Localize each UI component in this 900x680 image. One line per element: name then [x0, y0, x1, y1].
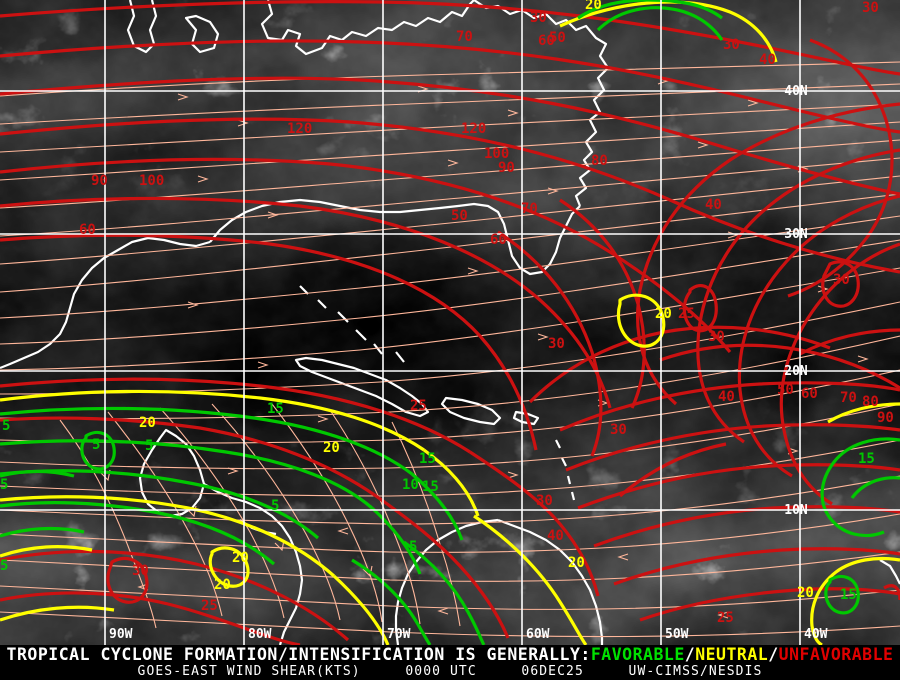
contour-label-15-56: 15 [858, 451, 875, 467]
contour-high-layer [0, 0, 900, 645]
product-source: UW-CIMSS/NESDIS [628, 664, 763, 679]
contour-label-90-4: 90 [91, 173, 108, 189]
legend-neutral: NEUTRAL [695, 645, 769, 664]
contour-label-100-2: 100 [484, 146, 509, 162]
legend-separator-1: / [684, 645, 696, 664]
contour-label-40-27: 40 [718, 389, 735, 405]
contour-label-90-32: 90 [877, 410, 894, 426]
contour-label-30-23: 30 [548, 336, 565, 352]
contour-label-60-8: 60 [79, 222, 96, 238]
streamline-layer [0, 61, 900, 638]
contour-label-70-16: 70 [456, 29, 473, 45]
latitude-label-20n: 20N [784, 364, 808, 379]
contour-label-15-35: 15 [267, 401, 284, 417]
contour-label-120-0: 120 [287, 121, 312, 137]
contour-label-20-44: 20 [214, 577, 231, 593]
analysis-overlay: 90W 80W 70W 60W 50W 40W 40N 30N 20N 10N 120 120 10… [0, 0, 900, 645]
contour-label-40-54: 40 [547, 528, 564, 544]
contour-label-30-46: 30 [132, 563, 149, 579]
contour-label-25-47: 25 [201, 598, 218, 614]
contour-label-50-28: 50 [777, 382, 794, 398]
contour-low-layer [0, 0, 900, 645]
product-title: GOES-EAST WIND SHEAR(KTS) [137, 664, 361, 679]
contour-label-20-24: 20 [655, 306, 672, 322]
longitude-label-80w: 80W [248, 627, 272, 642]
contour-label-70-30: 70 [840, 390, 857, 406]
coastline-layer [0, 0, 900, 645]
contour-label-30-55: 30 [536, 493, 553, 509]
contour-label-15-50: 15 [840, 587, 857, 603]
contour-label-20-12: 20 [139, 415, 156, 431]
spacer-1 [361, 664, 406, 679]
contour-label-20-34: 20 [323, 440, 340, 456]
contour-label-80-6: 80 [591, 153, 608, 169]
contour-label-5-51: 5 [0, 477, 8, 493]
longitude-label-50w: 50W [665, 627, 689, 642]
contour-neutral-layer [0, 0, 900, 645]
latitude-label-10n: 10N [784, 503, 808, 518]
contour-label-30-22: 30 [708, 329, 725, 345]
graticule-layer [0, 0, 900, 645]
contour-label-30-17: 30 [723, 37, 740, 53]
longitude-label-60w: 60W [526, 627, 550, 642]
contour-label-30-21: 30 [833, 272, 850, 288]
legend-unfavorable: UNFAVORABLE [778, 645, 894, 664]
longitude-labels: 90W 80W 70W 60W 50W 40W [109, 627, 828, 642]
contour-label-10-41: 10 [402, 477, 419, 493]
contour-label-30-26: 30 [610, 422, 627, 438]
legend-separator-2: / [768, 645, 779, 664]
longitude-label-90w: 90W [109, 627, 133, 642]
legend-favorable: FAVORABLE [590, 645, 685, 664]
contour-label-5-53: 5 [2, 418, 10, 434]
product-date: 06DEC25 [521, 664, 584, 679]
contour-label-40-20: 40 [705, 197, 722, 213]
latitude-labels: 40N 30N 20N 10N [784, 84, 808, 518]
contour-label-70-7: 70 [521, 201, 538, 217]
latitude-label-30n: 30N [784, 227, 808, 242]
contour-label-50-10: 50 [451, 208, 468, 224]
contour-label-120-1: 120 [461, 121, 486, 137]
product-time: 0000 UTC [405, 664, 477, 679]
contour-label-90-3: 90 [498, 160, 515, 176]
contour-label-50-14: 50 [549, 30, 566, 46]
contour-label-30-18: 30 [862, 0, 879, 16]
contour-label-15-42: 15 [422, 479, 439, 495]
product-metadata-line: GOES-EAST WIND SHEAR(KTS) 0000 UTC 06DEC… [0, 664, 900, 679]
contour-label-5-52: 5 [0, 558, 8, 574]
contour-label-5-37: 5 [145, 438, 153, 454]
contour-label-25-25: 25 [678, 306, 695, 322]
favorability-prefix: TROPICAL CYCLONE FORMATION/INTENSIFICATI… [6, 645, 591, 664]
contour-label-60-15: 60 [538, 33, 555, 49]
contour-label-80-31: 80 [862, 394, 879, 410]
contour-label-100-5: 100 [139, 173, 164, 189]
latitude-label-40n: 40N [784, 84, 808, 99]
spacer-2 [477, 664, 522, 679]
contour-label-25-33: 25 [410, 398, 427, 414]
contour-label-15-36: 15 [419, 451, 436, 467]
contour-label-30-13: 30 [530, 10, 547, 26]
contour-label-5-38: 5 [92, 437, 100, 453]
longitude-label-40w: 40W [804, 627, 828, 642]
contour-label-20-43: 20 [232, 550, 249, 566]
contour-label-40-19: 40 [759, 52, 776, 68]
spacer-3 [584, 664, 629, 679]
caption-bar: TROPICAL CYCLONE FORMATION/INTENSIFICATI… [0, 645, 900, 680]
contour-label-5-39: 5 [271, 498, 279, 514]
contour-label-20-11: 20 [585, 0, 602, 13]
contour-label-25-48: 25 [717, 610, 734, 626]
contour-label-5-40: 5 [409, 539, 417, 555]
contour-label-60-9: 60 [490, 232, 507, 248]
contour-label-20-45: 20 [568, 555, 585, 571]
contour-label-20-49: 20 [797, 585, 814, 601]
favorability-legend: TROPICAL CYCLONE FORMATION/INTENSIFICATI… [0, 645, 900, 664]
contour-label-60-29: 60 [801, 386, 818, 402]
longitude-label-70w: 70W [387, 627, 411, 642]
